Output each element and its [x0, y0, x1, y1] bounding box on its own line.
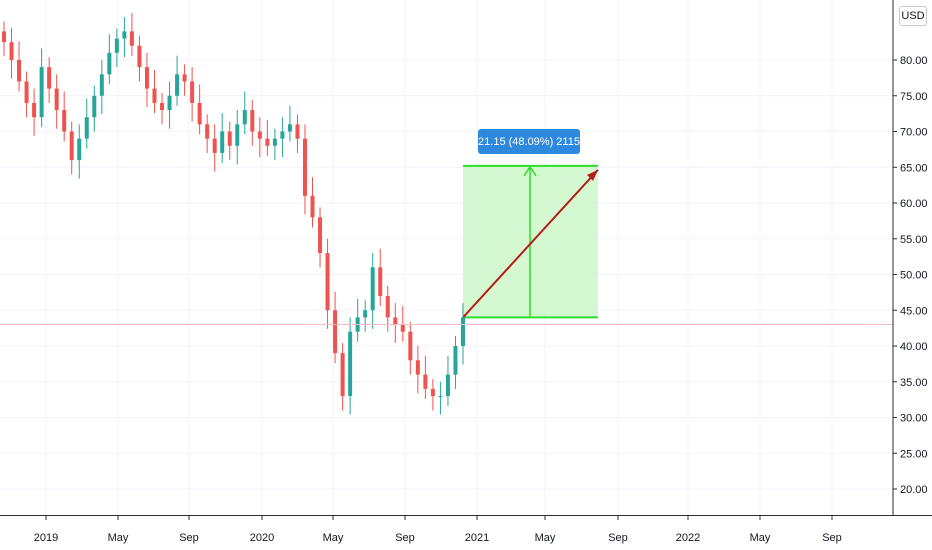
- price-tick-label: 70.00: [900, 127, 928, 139]
- price-tick-label: 40.00: [900, 341, 928, 353]
- candle: [77, 124, 82, 179]
- candle: [242, 91, 247, 135]
- candle: [325, 238, 330, 329]
- price-tick-label: 45.00: [900, 305, 928, 317]
- candle: [340, 343, 345, 411]
- candle: [205, 114, 210, 153]
- candle: [9, 27, 14, 79]
- trend-arrow-head: [587, 169, 598, 181]
- time-axis[interactable]: 2019 May Sep 2020 May Sep 2021 May Sep 2022 May Sep: [34, 515, 842, 544]
- candle: [318, 207, 323, 268]
- candle: [370, 253, 375, 329]
- candle: [378, 248, 383, 306]
- candle: [287, 105, 292, 142]
- candle: [99, 60, 104, 115]
- candle: [400, 305, 405, 342]
- measure-label: 21.15 (48.09%) 2115: [478, 129, 580, 154]
- price-tick-label: 30.00: [900, 413, 928, 425]
- candle: [144, 52, 149, 108]
- time-tick-label: May: [750, 532, 771, 544]
- candle: [393, 303, 398, 344]
- candle: [227, 121, 232, 161]
- measure-arrow-head: [523, 165, 537, 177]
- price-tick-label: 60.00: [900, 198, 928, 210]
- candle: [257, 117, 262, 158]
- candle: [461, 303, 465, 365]
- candle: [47, 57, 52, 103]
- time-tick-label: May: [535, 532, 556, 544]
- candle: [160, 92, 165, 125]
- candle: [408, 321, 413, 375]
- currency-button[interactable]: USD: [899, 6, 927, 26]
- candle: [39, 48, 44, 128]
- time-tick-label: May: [323, 532, 344, 544]
- candle: [250, 100, 255, 146]
- measure-tool[interactable]: [462, 164, 599, 319]
- candle: [190, 67, 195, 122]
- time-tick-label: Sep: [608, 532, 628, 544]
- price-tick-label: 75.00: [900, 91, 928, 103]
- candle: [295, 114, 300, 153]
- candle: [423, 356, 428, 399]
- time-tick-label: 2022: [676, 532, 700, 544]
- candle: [152, 70, 157, 113]
- candle: [438, 381, 443, 415]
- candle: [167, 81, 172, 129]
- candle: [175, 55, 180, 106]
- time-tick-label: May: [108, 532, 129, 544]
- candle: [32, 88, 37, 136]
- candle: [122, 17, 127, 58]
- candle: [272, 128, 277, 161]
- price-tick-label: 65.00: [900, 162, 928, 174]
- candle: [114, 28, 119, 68]
- candle: [333, 291, 338, 364]
- candle: [92, 85, 97, 132]
- candle: [17, 41, 22, 92]
- time-tick-label: Sep: [822, 532, 842, 544]
- candle: [197, 84, 202, 135]
- candle: [182, 64, 187, 96]
- candle: [302, 124, 307, 215]
- candle: [69, 121, 74, 175]
- candle: [220, 112, 225, 163]
- candlestick-series: [2, 12, 465, 415]
- candle: [280, 117, 285, 158]
- time-tick-label: Sep: [395, 532, 415, 544]
- candle: [363, 300, 368, 332]
- time-tick-label: 2019: [34, 532, 58, 544]
- price-tick-label: 80.00: [900, 55, 928, 67]
- candle: [2, 21, 6, 57]
- candle: [310, 177, 315, 228]
- trend-arrow: [462, 169, 599, 319]
- price-axis[interactable]: 20.00 25.00 30.00 35.00 40.00 45.00 50.00 55.00…: [893, 55, 928, 496]
- price-tick-label: 50.00: [900, 270, 928, 282]
- candle: [62, 91, 67, 142]
- candle: [415, 346, 420, 394]
- candle: [445, 356, 450, 407]
- price-tick-label: 55.00: [900, 234, 928, 246]
- candle: [212, 124, 217, 172]
- candle: [355, 298, 360, 342]
- candle: [54, 74, 59, 129]
- grid-lines: [0, 0, 893, 515]
- price-tick-label: 35.00: [900, 377, 928, 389]
- price-tick-label: 25.00: [900, 448, 928, 460]
- time-tick-label: 2021: [465, 532, 489, 544]
- candle: [235, 110, 240, 165]
- candle: [137, 35, 142, 82]
- candle: [24, 71, 29, 118]
- candle: [430, 378, 435, 411]
- candle: [107, 34, 112, 85]
- candle: [453, 335, 458, 389]
- candle: [265, 120, 270, 156]
- candle: [84, 98, 89, 149]
- candle: [348, 317, 353, 415]
- candle: [129, 12, 134, 56]
- time-tick-label: 2020: [250, 532, 274, 544]
- time-tick-label: Sep: [179, 532, 199, 544]
- price-tick-label: 20.00: [900, 484, 928, 496]
